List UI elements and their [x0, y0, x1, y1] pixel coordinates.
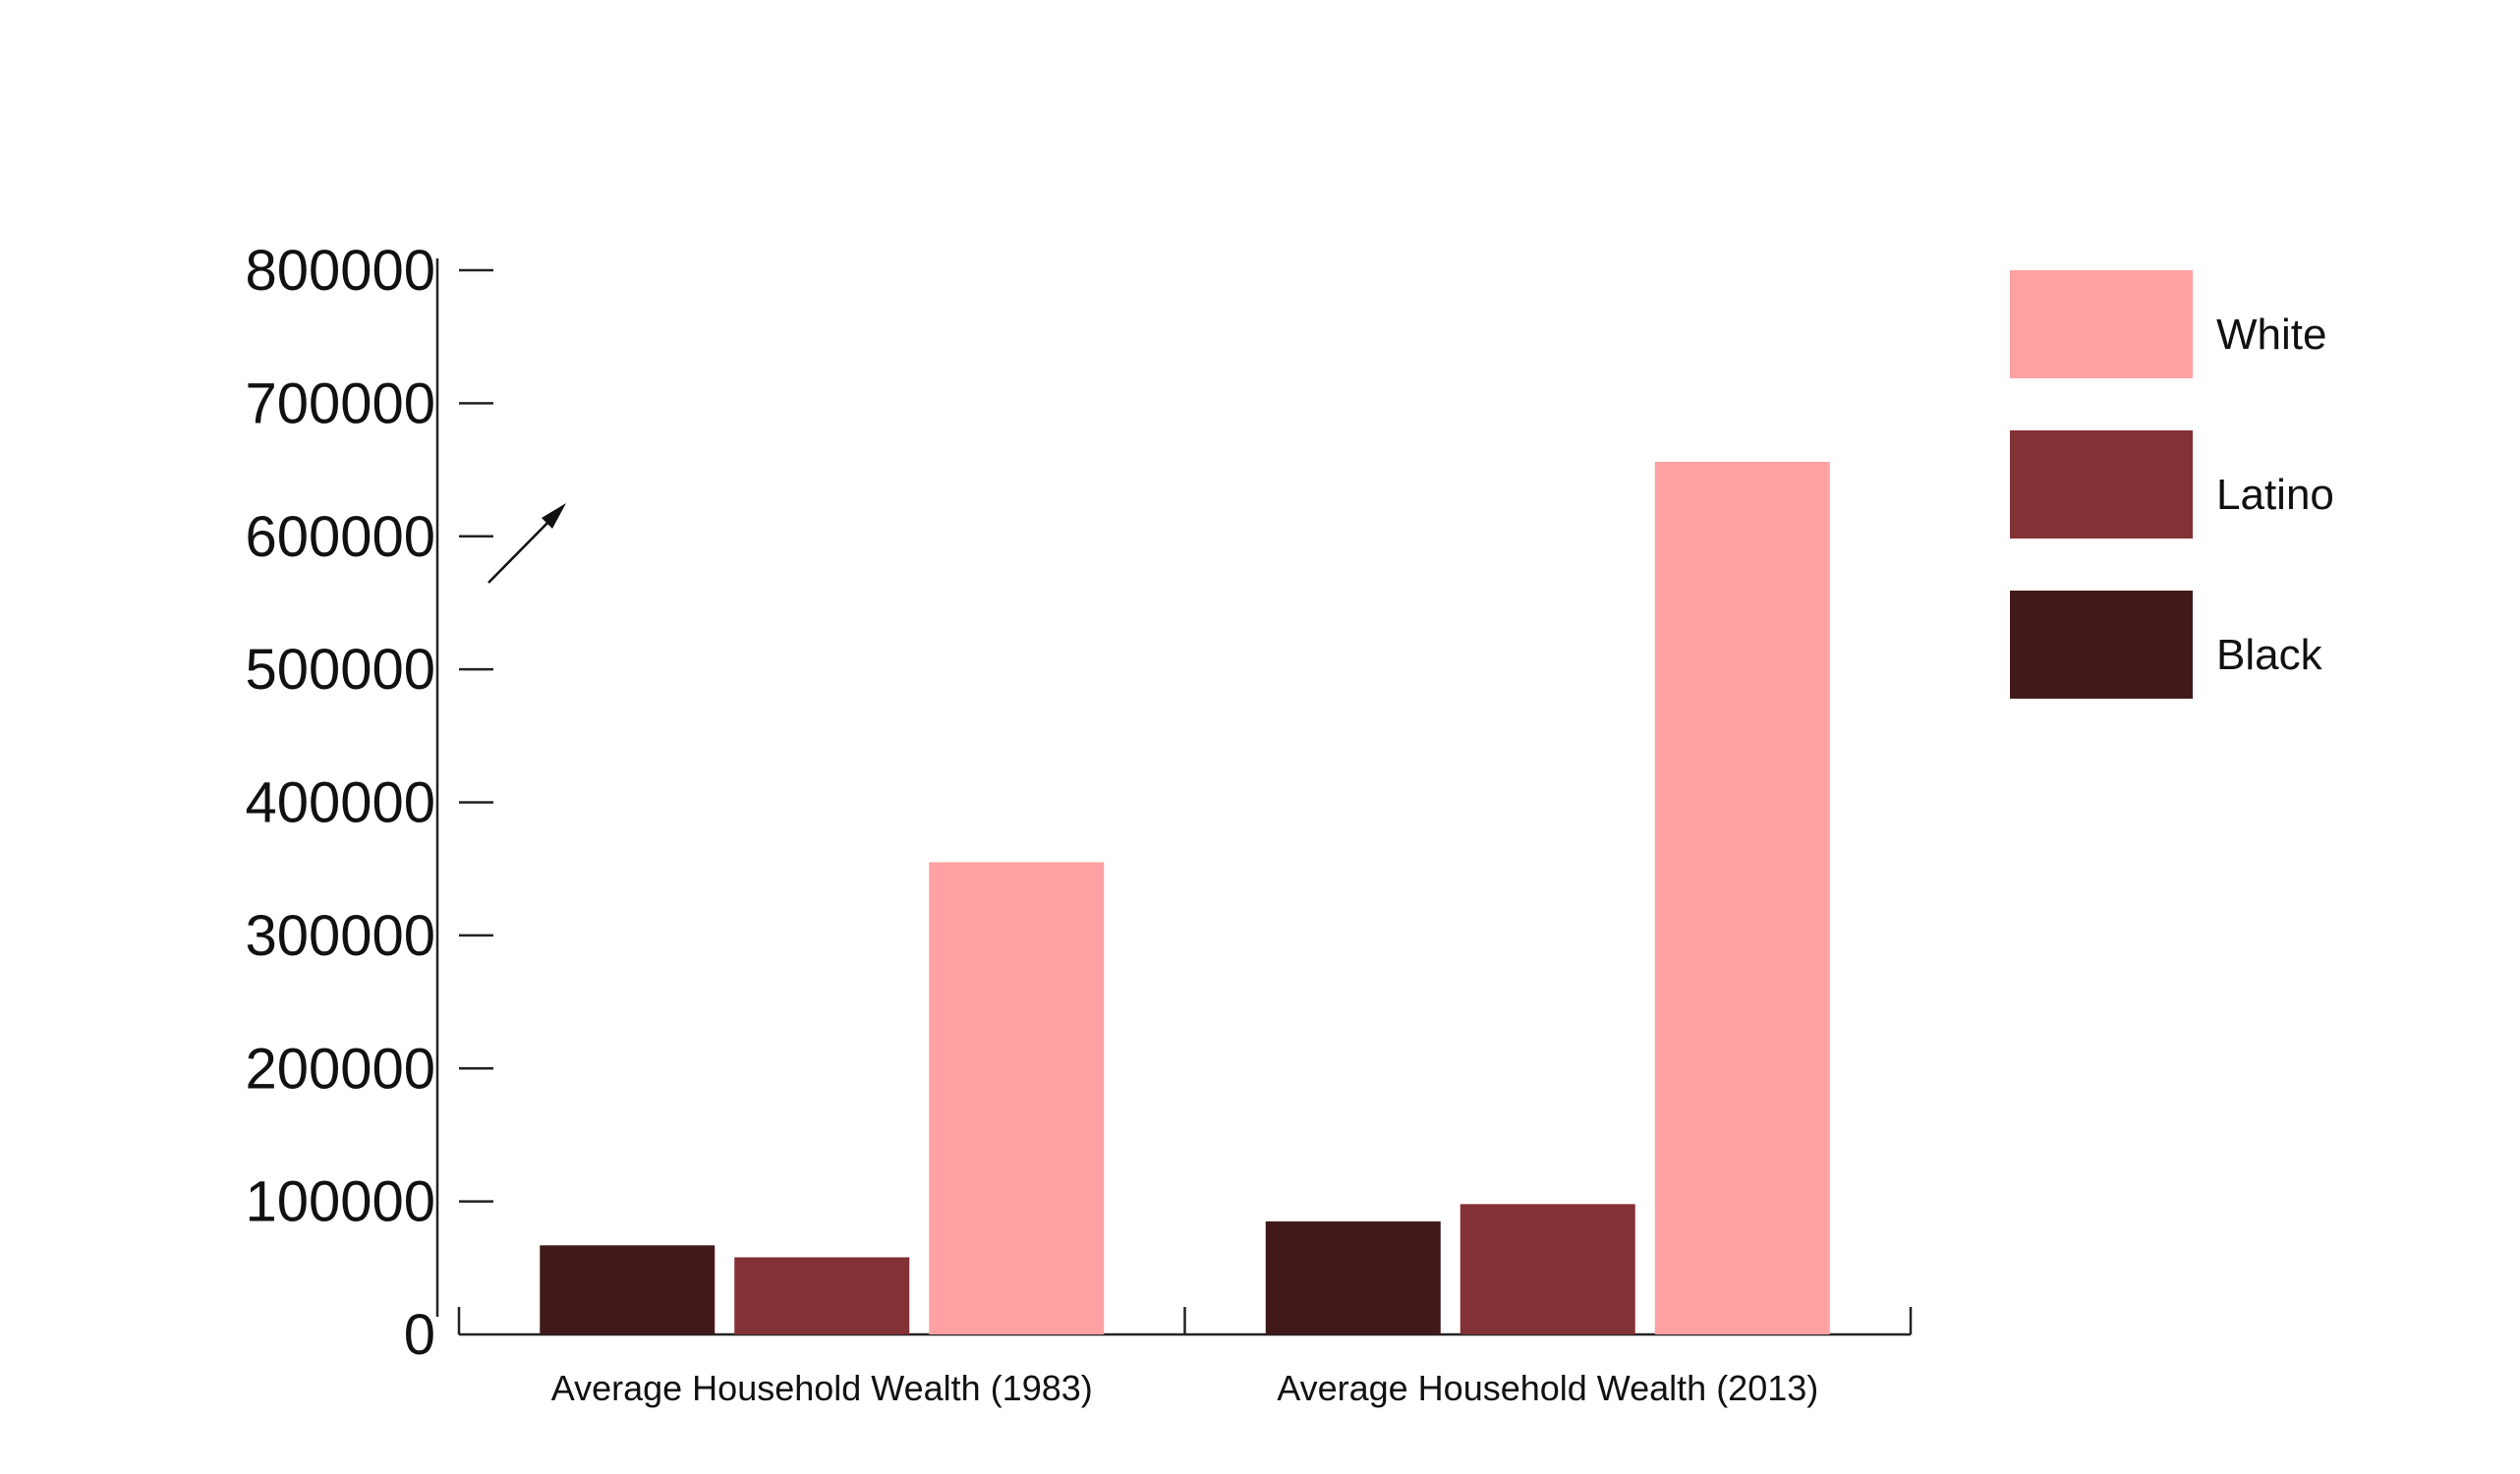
legend-label-black: Black [2216, 631, 2323, 679]
y-tick-label: 400000 [245, 771, 435, 835]
y-tick-label: 500000 [245, 638, 435, 702]
y-tick-label: 600000 [245, 505, 435, 569]
y-tick-label: 700000 [245, 371, 435, 435]
y-tick-label: 300000 [245, 904, 435, 968]
y-tick-label: 800000 [245, 239, 435, 303]
legend-swatch-black [2010, 591, 2193, 699]
legend-swatch-white [2010, 270, 2193, 378]
bar-white-2 [1654, 461, 1830, 1334]
legend-label-latino: Latino [2216, 471, 2334, 519]
bar-black-1 [540, 1245, 716, 1334]
y-tick-label: 200000 [245, 1037, 435, 1101]
arrow-annotation-icon [487, 503, 566, 584]
x-category-label: Average Household Wealth (1983) [551, 1368, 1093, 1408]
category-labels: Average Household Wealth (1983) Average H… [551, 1368, 1819, 1408]
x-category-label: Average Household Wealth (2013) [1277, 1368, 1818, 1408]
bar-latino-2 [1460, 1204, 1635, 1334]
y-tick-label: 100000 [245, 1170, 435, 1234]
bar-white-1 [929, 862, 1105, 1334]
bar-latino-1 [734, 1257, 910, 1334]
legend: White Latino Black [2010, 270, 2334, 699]
bar-black-2 [1265, 1220, 1441, 1334]
y-axis: 0 100000 200000 300000 400000 500000 600000 700… [245, 239, 493, 1367]
legend-label-white: White [2216, 311, 2326, 359]
y-tick-label: 0 [404, 1303, 435, 1367]
legend-swatch-latino [2010, 430, 2193, 539]
bars [540, 461, 1830, 1334]
